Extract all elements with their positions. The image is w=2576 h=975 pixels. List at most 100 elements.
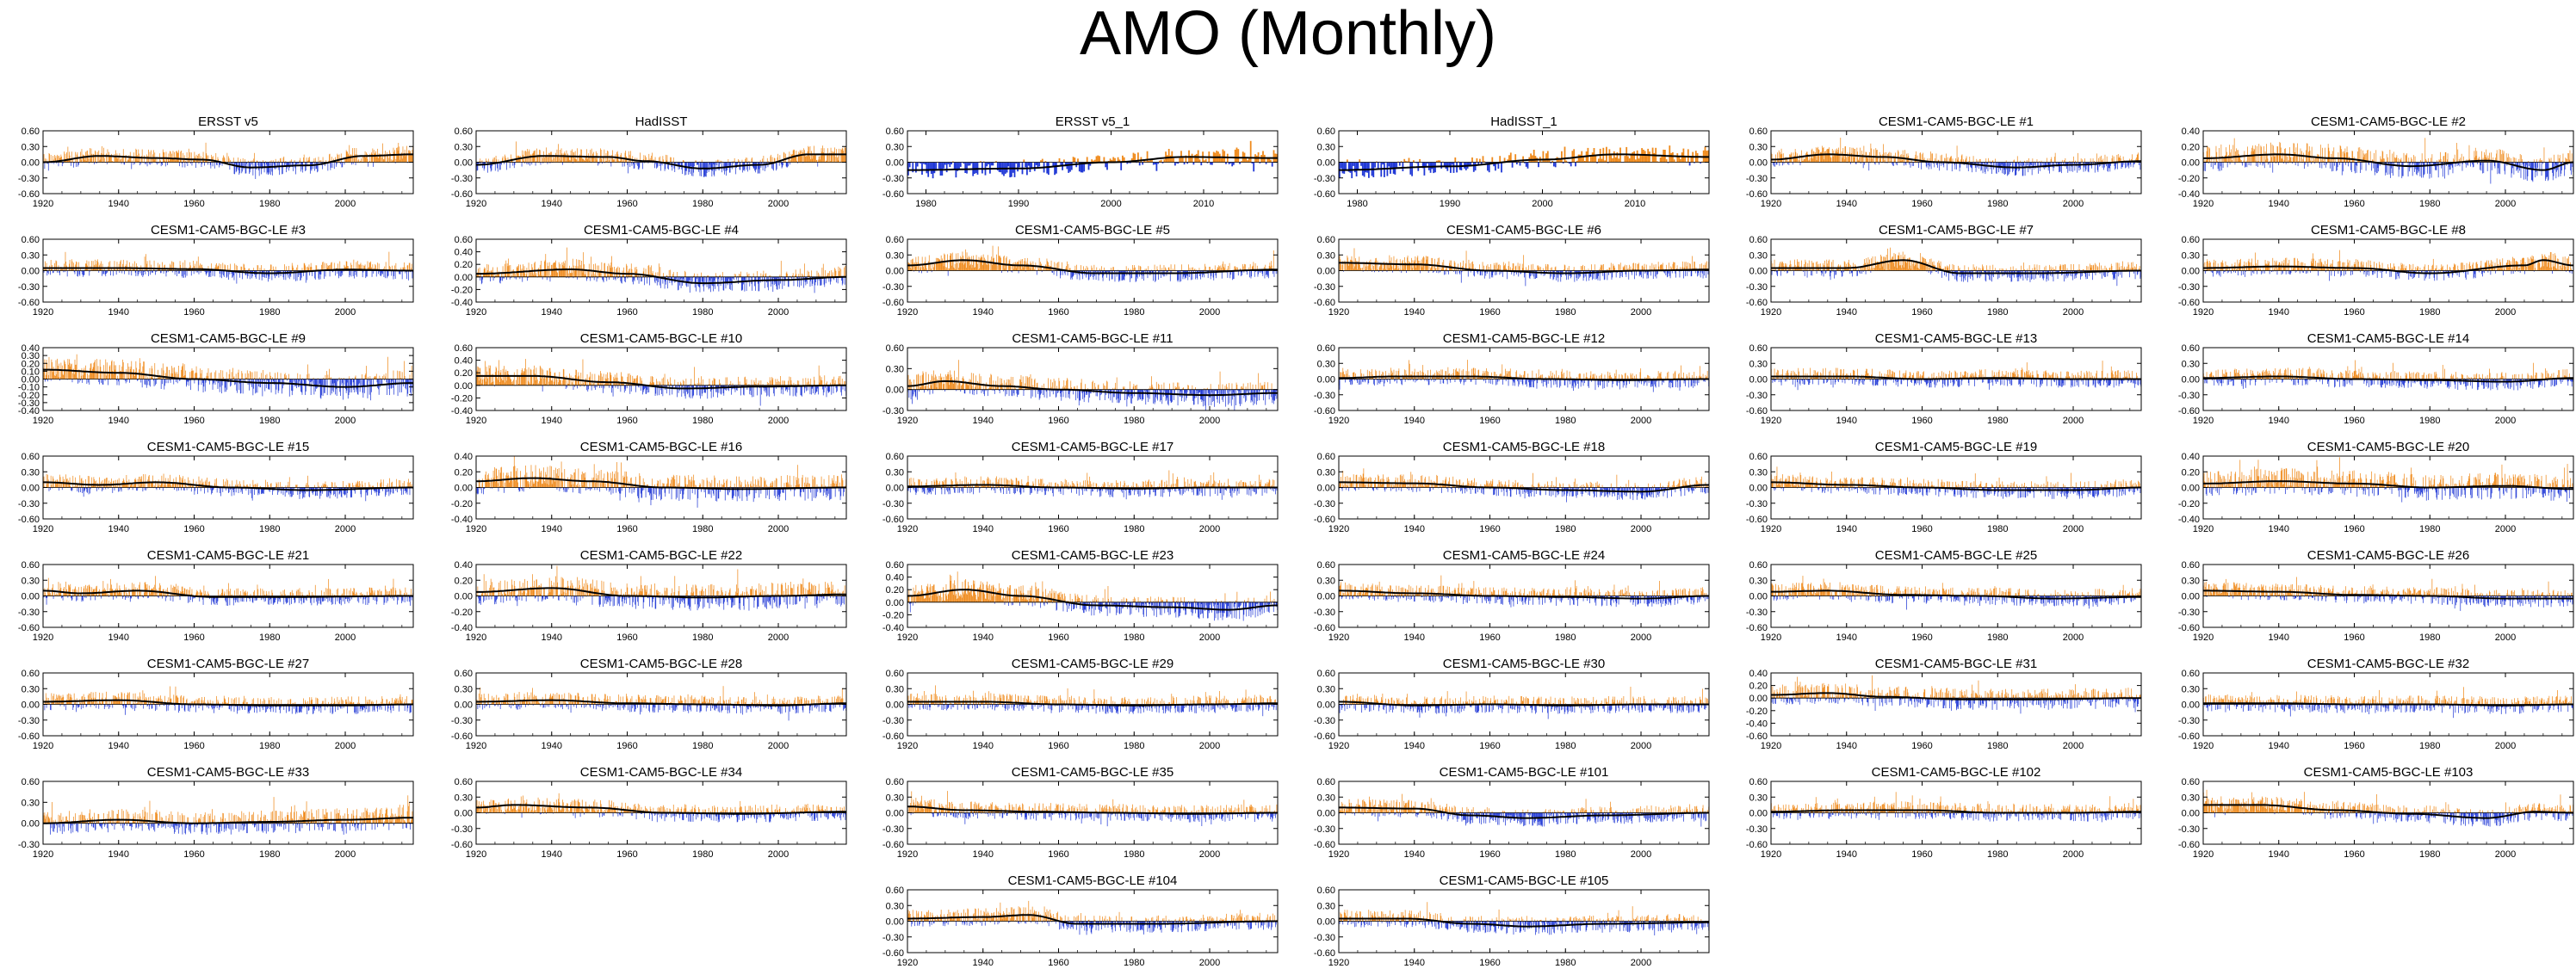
- positive-bar: [1786, 158, 1788, 163]
- positive-bar: [78, 262, 79, 271]
- negative-bar: [2350, 162, 2351, 170]
- positive-bar: [359, 160, 361, 163]
- positive-bar: [1223, 268, 1225, 271]
- positive-bar: [1074, 265, 1076, 271]
- positive-bar: [338, 161, 339, 163]
- positive-bar: [59, 157, 61, 163]
- negative-bar: [1967, 162, 1969, 171]
- negative-bar: [2203, 162, 2205, 171]
- negative-bar: [2498, 162, 2499, 169]
- positive-bar: [951, 252, 953, 271]
- positive-bar: [551, 264, 552, 277]
- positive-bar: [946, 267, 948, 271]
- positive-bar: [1968, 160, 1970, 163]
- positive-bar: [522, 150, 523, 163]
- positive-bar: [613, 159, 615, 163]
- positive-bar: [2414, 156, 2416, 163]
- negative-bar: [681, 276, 683, 279]
- negative-bar: [499, 276, 500, 283]
- positive-bar: [508, 258, 510, 277]
- negative-bar: [728, 276, 729, 283]
- positive-bar: [316, 265, 318, 271]
- negative-bar: [2208, 162, 2209, 164]
- positive-bar: [1820, 151, 1822, 163]
- negative-bar: [1773, 162, 1774, 165]
- smoothed-series-line: [907, 156, 1278, 171]
- positive-bar: [1565, 160, 1568, 163]
- positive-bar: [1096, 267, 1098, 271]
- positive-bar: [934, 264, 936, 271]
- positive-bar: [303, 157, 304, 163]
- negative-bar: [258, 162, 259, 170]
- negative-bar: [266, 162, 268, 175]
- positive-bar: [171, 158, 173, 163]
- positive-bar: [1813, 151, 1815, 163]
- negative-bar: [2073, 162, 2075, 164]
- positive-bar: [2400, 159, 2401, 163]
- positive-bar: [1194, 154, 1197, 163]
- negative-bar: [820, 276, 822, 286]
- negative-bar: [381, 270, 382, 273]
- negative-bar: [255, 162, 257, 179]
- positive-bar: [536, 161, 537, 163]
- negative-bar: [707, 162, 709, 170]
- negative-bar: [1904, 162, 1906, 164]
- positive-bar: [779, 275, 781, 277]
- positive-bar: [73, 262, 74, 271]
- positive-bar: [995, 161, 997, 163]
- negative-bar: [2385, 162, 2387, 176]
- positive-bar: [1775, 154, 1776, 163]
- positive-bar: [959, 262, 960, 271]
- negative-bar: [633, 276, 634, 285]
- negative-bar: [220, 162, 221, 166]
- negative-bar: [602, 162, 604, 164]
- positive-bar: [1546, 151, 1549, 163]
- positive-bar: [2374, 152, 2375, 163]
- positive-bar: [498, 272, 499, 277]
- negative-bar: [2326, 162, 2328, 165]
- negative-bar: [1083, 162, 1086, 172]
- y-tick-label: -0.60: [18, 189, 40, 200]
- positive-bar: [1204, 266, 1206, 271]
- positive-bar: [2496, 150, 2498, 163]
- positive-bar: [347, 266, 348, 271]
- positive-bar: [1628, 158, 1631, 163]
- negative-bar: [2355, 162, 2356, 174]
- negative-bar: [509, 276, 511, 280]
- negative-bar: [733, 276, 734, 279]
- negative-bar: [1868, 162, 1870, 171]
- positive-bar: [1893, 155, 1895, 163]
- positive-bar: [349, 145, 350, 163]
- positive-bar: [991, 256, 993, 271]
- negative-bar: [796, 276, 797, 279]
- positive-bar: [2503, 151, 2505, 163]
- negative-bar: [1017, 162, 1019, 172]
- positive-bar: [1907, 153, 1909, 163]
- positive-bar: [1682, 148, 1685, 163]
- positive-bar: [1004, 268, 1006, 271]
- negative-bar: [2134, 162, 2135, 164]
- negative-bar: [284, 162, 285, 167]
- negative-bar: [2127, 162, 2128, 167]
- negative-bar: [2554, 162, 2556, 164]
- y-tick-label: 0.20: [2182, 142, 2200, 152]
- positive-bar: [122, 155, 123, 163]
- negative-bar: [2121, 162, 2123, 167]
- positive-bar: [2224, 157, 2225, 163]
- negative-bar: [711, 276, 713, 286]
- positive-bar: [581, 268, 583, 277]
- positive-bar: [2264, 151, 2266, 163]
- positive-bar: [1087, 267, 1088, 271]
- positive-bar: [122, 149, 124, 163]
- negative-bar: [713, 276, 714, 292]
- positive-bar: [1509, 152, 1512, 163]
- positive-bar: [738, 160, 740, 163]
- negative-bar: [1137, 270, 1139, 274]
- positive-bar: [129, 268, 131, 271]
- negative-bar: [688, 162, 690, 175]
- negative-bar: [314, 270, 315, 279]
- positive-bar: [1210, 267, 1211, 271]
- positive-bar: [2395, 157, 2396, 163]
- negative-bar: [2451, 162, 2453, 168]
